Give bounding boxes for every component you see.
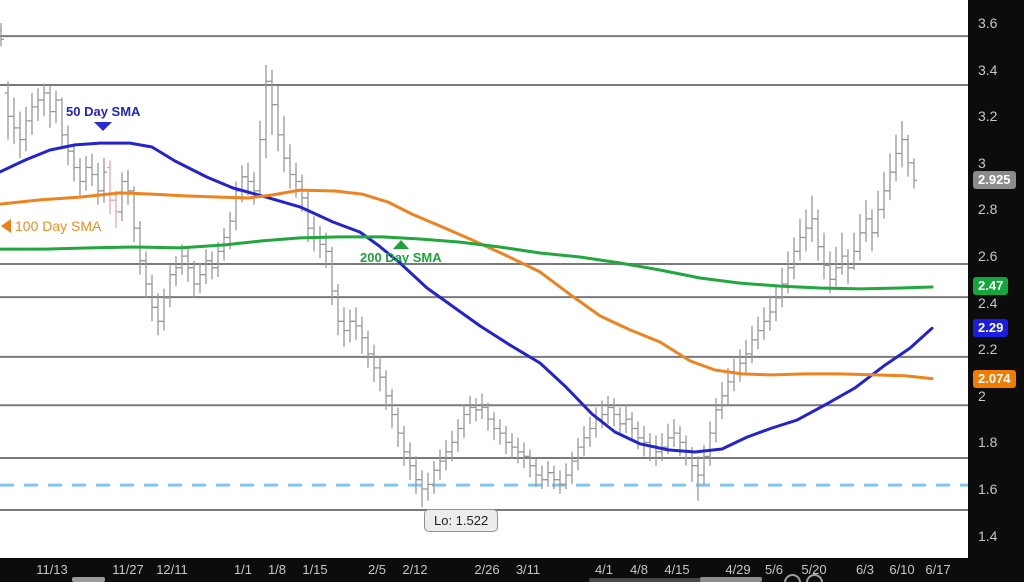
date-tick-label: 6/3 [855,562,875,577]
price-tick-label: 1.6 [978,481,998,498]
price-tick-label: 3.6 [978,15,998,32]
price-tick-label: 1.4 [978,527,998,544]
date-tick-label: 4/8 [629,562,649,577]
low-annotation-badge: Lo: 1.522 [424,509,499,532]
price-tick-label: 2.2 [978,341,998,358]
date-tick-label: 6/17 [925,562,951,577]
scrollbar-track[interactable] [589,578,752,582]
zoom-in-icon[interactable] [784,574,801,582]
scrollbar-thumb-left[interactable] [72,577,105,582]
date-tick-label: 2/5 [367,562,387,577]
chart-canvas [0,23,968,511]
price-tick-label: 2.6 [978,248,998,265]
sma50-price-badge: 2.29 [973,319,1009,338]
date-tick-label: 4/1 [594,562,614,577]
date-tick-label: 5/20 [801,562,827,577]
sma50-annotation: 50 Day SMA [66,105,140,131]
axis-corner [968,558,1024,582]
date-tick-label: 1/15 [302,562,328,577]
zoom-out-icon[interactable] [806,574,823,582]
last-price-badge: 2.925 [973,171,1016,190]
date-tick-label: 6/10 [889,562,915,577]
price-tick-label: 2.8 [978,201,998,218]
price-tick-label: 3.4 [978,61,998,78]
date-tick-label: 3/11 [515,562,541,577]
chart-plot-area[interactable]: 50 Day SMA 100 Day SMA 200 Day SMA Lo: 1… [0,0,968,558]
sma-50-line [0,141,934,454]
price-tick-label: 2.4 [978,294,998,311]
sma200-label-text: 200 Day SMA [360,250,442,265]
ohlc-bars-highlight-path [107,160,119,229]
date-tick-label: 11/13 [36,562,68,577]
date-tick-label: 4/15 [664,562,690,577]
date-tick-label: 5/6 [764,562,784,577]
date-tick-label: 1/1 [233,562,253,577]
sma100-annotation: 100 Day SMA [1,219,101,233]
triangle-up-icon [392,240,409,249]
date-tick-label: 2/26 [474,562,500,577]
triangle-down-icon [94,122,113,131]
price-tick-label: 1.8 [978,434,998,451]
ohlc-bars-path [0,23,917,508]
sma200-price-badge: 2.47 [973,277,1009,296]
date-tick-label: 12/11 [156,562,188,577]
triangle-left-icon [1,219,11,233]
sma100-price-badge: 2.074 [973,369,1016,388]
date-tick-label: 1/8 [267,562,287,577]
date-tick-label: 4/29 [725,562,751,577]
sma-200-line [0,235,934,291]
sma50-label-text: 50 Day SMA [66,104,141,119]
date-tick-label: 11/27 [112,562,144,577]
scrollbar-thumb[interactable] [700,577,762,582]
date-tick-label: 2/12 [402,562,428,577]
sma-100-line [0,188,934,381]
price-tick-label: 3.2 [978,108,998,125]
price-tick-label: 3 [978,154,986,171]
price-axis[interactable]: 3.6 3.4 3.2 3 2.8 2.6 2.4 2.2 2 1.8 1.6 1.4 2.925 2.4… [968,0,1024,558]
sma100-label-text: 100 Day SMA [15,218,102,234]
time-axis[interactable]: 11/13 11/27 12/11 1/1 1/8 1/15 2/5 2/12 2/26 3/11… [0,558,968,582]
price-tick-label: 2 [978,387,986,404]
sma200-annotation: 200 Day SMA [360,240,442,265]
